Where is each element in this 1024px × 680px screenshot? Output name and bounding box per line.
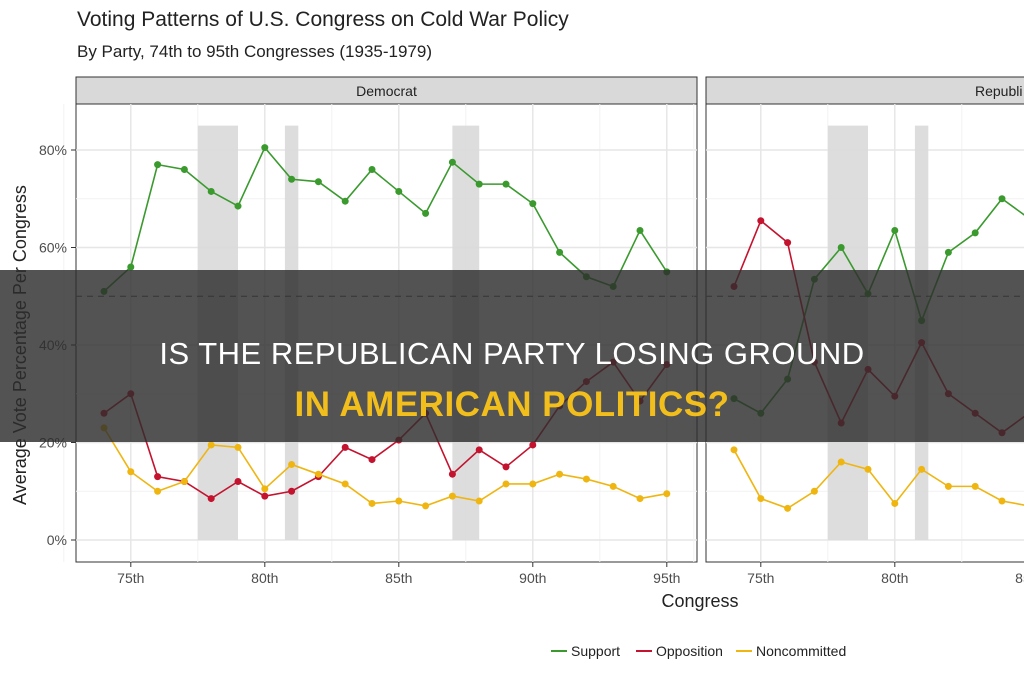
chart-subtitle: By Party, 74th to 95th Congresses (1935-… (77, 42, 432, 61)
democrat-noncommitted-point (663, 490, 671, 498)
democrat-noncommitted-point (556, 470, 564, 478)
democrat-opposition-point (475, 446, 483, 454)
x-tick-label: 80th (881, 570, 908, 586)
democrat-opposition-point (368, 456, 376, 464)
democrat-noncommitted-point (529, 480, 537, 488)
facet-strip-democrat (75, 76, 698, 105)
democrat-noncommitted-point (502, 480, 510, 488)
headline-banner (0, 270, 1024, 442)
republican-support-point (837, 244, 845, 251)
democrat-support-point (636, 226, 644, 234)
democrat-support-point (448, 158, 456, 166)
x-tick-label: 75th (747, 570, 774, 586)
legend-label-opposition: Opposition (656, 643, 723, 659)
republican-noncommitted-point (784, 504, 792, 512)
republican-noncommitted-point (971, 482, 979, 490)
democrat-noncommitted-point (422, 502, 430, 510)
democrat-opposition-point (234, 478, 242, 485)
democrat-support-point (395, 187, 403, 195)
republican-noncommitted-point (810, 487, 818, 495)
republican-noncommitted-point (757, 495, 765, 503)
democrat-support-point (180, 166, 188, 173)
democrat-noncommitted-point (341, 480, 349, 488)
republican-noncommitted-point (998, 497, 1006, 505)
x-tick-label: 95th (653, 570, 680, 586)
republican-noncommitted-line (733, 449, 1024, 510)
democrat-support-point (154, 161, 162, 169)
democrat-support-point (529, 200, 537, 208)
facet-label-democrat: Democrat (356, 83, 417, 99)
republican-support-point (891, 226, 899, 234)
democrat-support-point (422, 209, 430, 217)
democrat-opposition-point (261, 492, 269, 500)
republican-support-point (998, 195, 1006, 203)
republican-noncommitted-point (944, 482, 952, 490)
democrat-noncommitted-point (180, 478, 188, 485)
democrat-opposition-point (207, 495, 215, 503)
democrat-support-point (314, 178, 322, 186)
democrat-support-point (502, 180, 510, 188)
democrat-opposition-point (288, 487, 296, 495)
democrat-noncommitted-point (154, 487, 162, 495)
democrat-noncommitted-point (207, 441, 215, 449)
democrat-support-point (288, 175, 296, 183)
republican-support-point (971, 229, 979, 237)
democrat-support-point (475, 180, 483, 188)
democrat-noncommitted-point (261, 485, 269, 493)
democrat-support-point (556, 248, 564, 256)
democrat-support-line (103, 146, 668, 292)
democrat-support-point (234, 202, 242, 210)
republican-noncommitted-point (837, 458, 845, 466)
democrat-noncommitted-point (127, 468, 135, 476)
y-tick-label: 80% (39, 142, 67, 158)
democrat-noncommitted-point (395, 497, 403, 505)
x-tick-label: 90th (519, 570, 546, 586)
republican-opposition-point (757, 217, 765, 225)
democrat-opposition-point (448, 470, 456, 478)
headline-line-1: IS THE REPUBLICAN PARTY LOSING GROUND (159, 336, 865, 371)
democrat-noncommitted-point (582, 475, 590, 483)
y-tick-label: 60% (39, 240, 67, 256)
y-tick-label: 0% (47, 532, 67, 548)
democrat-noncommitted-point (314, 470, 322, 478)
democrat-noncommitted-point (448, 492, 456, 500)
x-tick-label: 75th (117, 570, 144, 586)
democrat-noncommitted-point (368, 499, 376, 507)
x-tick-label: 85th (1015, 570, 1024, 586)
republican-noncommitted-point (864, 465, 872, 473)
republican-opposition-point (784, 239, 792, 247)
democrat-noncommitted-point (234, 443, 242, 451)
legend-label-support: Support (571, 643, 620, 659)
republican-noncommitted-point (918, 465, 926, 473)
democrat-support-point (368, 166, 376, 173)
democrat-opposition-point (502, 463, 510, 471)
legend-label-noncommitted: Noncommitted (756, 643, 846, 659)
democrat-support-point (261, 144, 269, 152)
headline-line-2: IN AMERICAN POLITICS? (294, 385, 730, 424)
democrat-support-point (341, 197, 349, 205)
democrat-opposition-point (154, 473, 162, 481)
democrat-opposition-point (341, 443, 349, 451)
democrat-noncommitted-point (288, 460, 296, 468)
democrat-support-point (127, 263, 135, 271)
democrat-noncommitted-point (609, 482, 617, 490)
democrat-opposition-point (529, 441, 537, 449)
democrat-noncommitted-point (636, 495, 644, 503)
democrat-noncommitted-point (475, 497, 483, 505)
democrat-noncommitted-line (103, 427, 667, 507)
x-tick-label: 85th (385, 570, 412, 586)
republican-noncommitted-point (891, 499, 899, 507)
x-tick-label: 80th (251, 570, 278, 586)
chart-title: Voting Patterns of U.S. Congress on Cold… (77, 8, 569, 31)
democrat-support-point (207, 187, 215, 195)
facet-label-republican: Republi (975, 83, 1022, 99)
republican-support-point (944, 248, 952, 256)
x-axis-label: Congress (661, 591, 738, 611)
republican-noncommitted-point (730, 446, 738, 454)
